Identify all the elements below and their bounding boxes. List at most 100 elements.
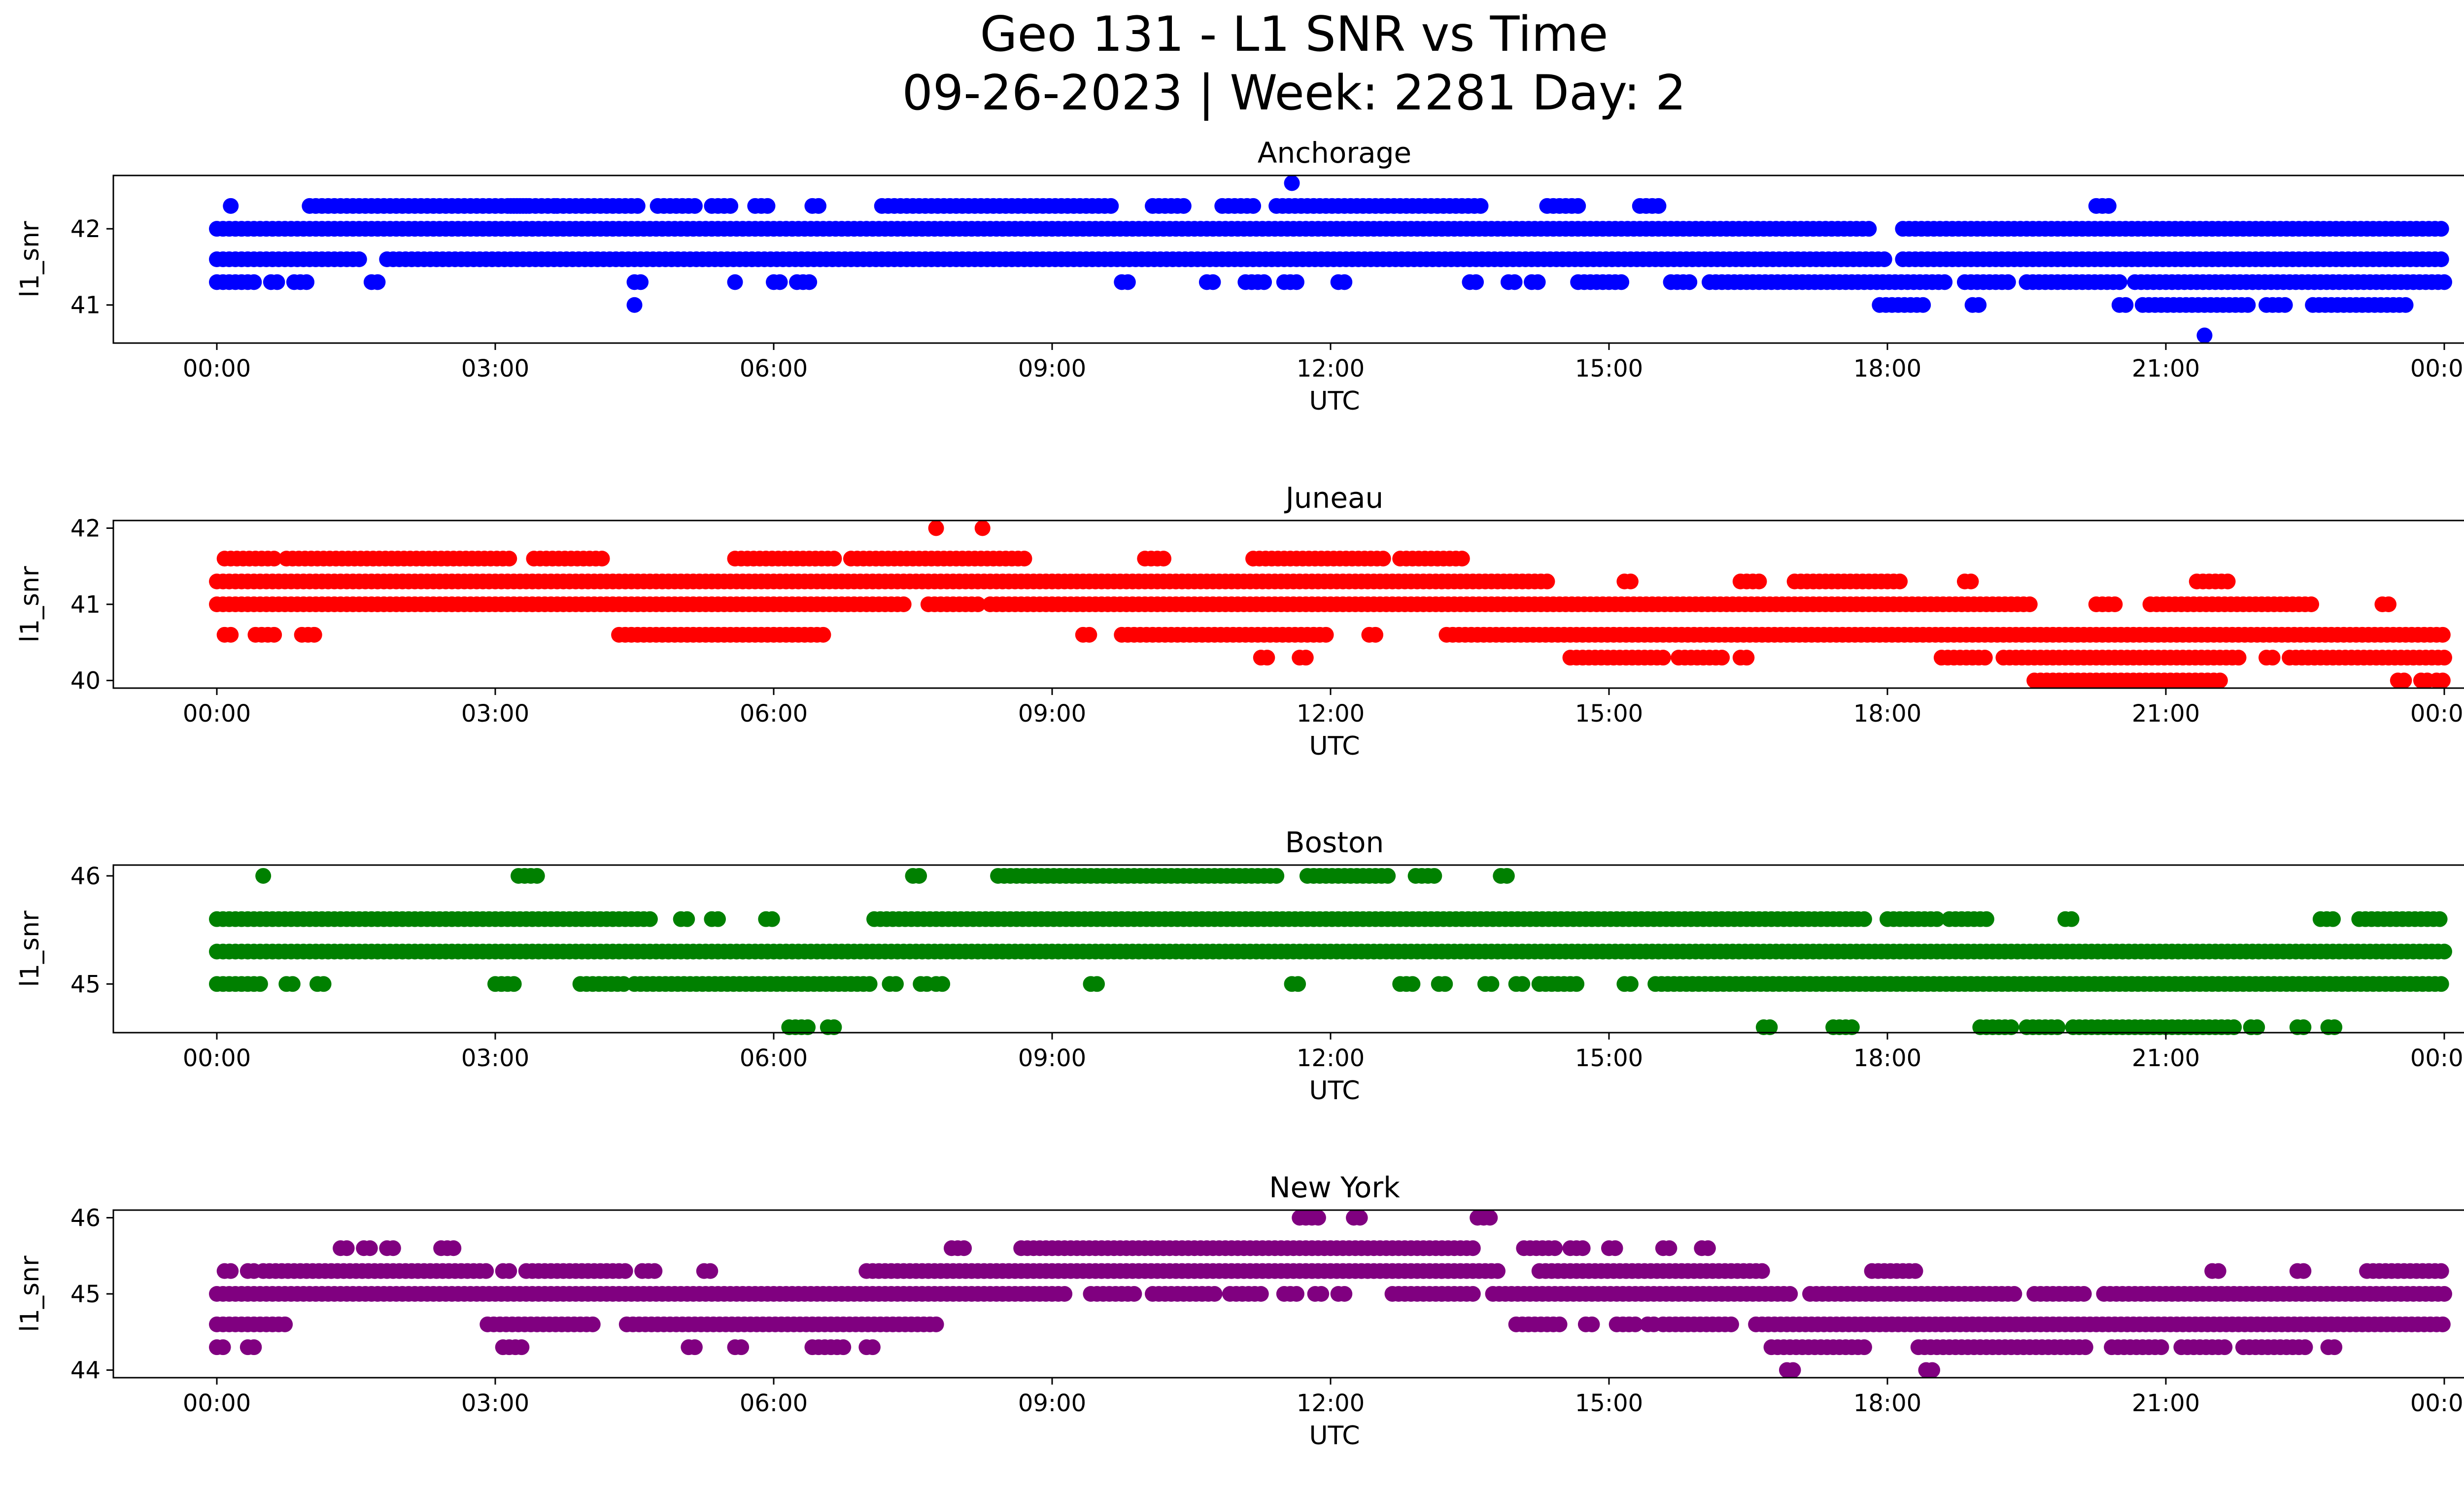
- x-tick-label: 06:00: [740, 1044, 808, 1072]
- data-point: [1570, 198, 1586, 214]
- data-point: [2434, 672, 2451, 689]
- x-tick-label: 00:00: [2410, 1044, 2464, 1072]
- data-point: [1739, 650, 1755, 666]
- x-tick-label: 09:00: [1018, 700, 1086, 728]
- data-point: [1298, 650, 1314, 666]
- data-point: [1876, 251, 1892, 267]
- data-point: [1437, 976, 1453, 992]
- data-point: [2381, 596, 2396, 612]
- x-tick-label: 00:00: [183, 700, 251, 728]
- data-point: [2297, 1339, 2313, 1356]
- data-point: [2249, 1019, 2265, 1036]
- data-point: [772, 274, 788, 290]
- data-point: [1120, 274, 1136, 290]
- data-point: [1156, 551, 1171, 567]
- data-point: [686, 198, 703, 214]
- data-point: [1782, 1286, 1798, 1302]
- subplot-3: New York 00:00 03:00 06:00 09:00 12:00 15:00 18…: [15, 1171, 2464, 1451]
- subplot-0: Anchorage 00:00 03:00 06:00 09:00 12:00 15:00 1…: [15, 136, 2464, 416]
- y-axis-label: l1_snr: [15, 566, 45, 643]
- data-point: [1547, 1240, 1563, 1256]
- data-point: [647, 1263, 663, 1279]
- data-point: [2295, 1263, 2312, 1279]
- x-tick-label: 18:00: [1853, 700, 1921, 728]
- data-point: [815, 626, 831, 643]
- data-point: [811, 198, 827, 214]
- data-point: [1336, 1286, 1353, 1302]
- data-point: [1627, 1316, 1643, 1332]
- x-tick-label: 15:00: [1575, 1044, 1643, 1072]
- data-point: [1490, 1263, 1506, 1279]
- data-point: [1284, 175, 1300, 191]
- data-point: [513, 1339, 530, 1356]
- data-point: [864, 1339, 881, 1356]
- data-point: [2153, 1339, 2169, 1356]
- data-point: [1465, 1240, 1481, 1256]
- x-tick-label: 03:00: [461, 1044, 529, 1072]
- data-point: [2327, 1339, 2343, 1356]
- data-point: [1661, 1240, 1677, 1256]
- data-point: [1915, 297, 1931, 313]
- data-point: [934, 976, 951, 992]
- data-point: [1288, 274, 1304, 290]
- data-points: [209, 868, 2452, 1036]
- data-point: [1892, 573, 1908, 590]
- data-point: [800, 1019, 816, 1036]
- subplot-title: Juneau: [1284, 481, 1384, 515]
- data-point: [2076, 1286, 2092, 1302]
- data-point: [2327, 1019, 2343, 1036]
- x-tick-label: 15:00: [1575, 1390, 1643, 1417]
- data-point: [1700, 1240, 1716, 1256]
- data-point: [306, 626, 322, 643]
- x-axis-label: UTC: [1309, 1421, 1360, 1451]
- data-point: [1861, 221, 1877, 237]
- data-point: [478, 1263, 494, 1279]
- data-point: [594, 551, 610, 567]
- data-point: [2003, 1019, 2019, 1036]
- data-points: [209, 520, 2452, 689]
- data-point: [1483, 976, 1500, 992]
- y-tick-label: 42: [70, 515, 101, 542]
- data-point: [974, 520, 991, 536]
- data-point: [2431, 911, 2448, 927]
- data-point: [1175, 198, 1192, 214]
- data-point: [1253, 1286, 1269, 1302]
- data-point: [2006, 1286, 2022, 1302]
- data-point: [764, 911, 780, 927]
- data-point: [223, 1263, 239, 1279]
- data-point: [246, 1339, 262, 1356]
- data-point: [1089, 976, 1105, 992]
- data-point: [315, 976, 332, 992]
- figure-title-line2: 09-26-2023 | Week: 2281 Day: 2: [902, 65, 1686, 121]
- x-tick-label: 09:00: [1018, 1390, 1086, 1417]
- data-point: [826, 1019, 842, 1036]
- x-tick-label: 00:00: [183, 355, 251, 382]
- data-point: [727, 274, 743, 290]
- data-point: [299, 274, 315, 290]
- data-point: [679, 911, 695, 927]
- data-point: [2434, 1316, 2451, 1332]
- y-tick-label: 45: [70, 971, 101, 998]
- data-point: [2264, 650, 2281, 666]
- x-tick-label: 06:00: [740, 700, 808, 728]
- data-point: [255, 868, 272, 884]
- data-point: [861, 976, 878, 992]
- data-point: [2077, 1339, 2093, 1356]
- data-point: [928, 520, 944, 536]
- data-point: [2063, 911, 2080, 927]
- data-point: [1206, 1286, 1223, 1302]
- data-point: [351, 251, 367, 267]
- y-axis-label: l1_snr: [15, 910, 45, 987]
- data-point: [1844, 1019, 1860, 1036]
- data-point: [1380, 868, 1396, 884]
- x-tick-label: 00:00: [2410, 355, 2464, 382]
- data-point: [2118, 297, 2134, 313]
- data-point: [1482, 1210, 1498, 1226]
- data-point: [733, 1339, 750, 1356]
- data-point: [888, 976, 904, 992]
- data-point: [370, 274, 386, 290]
- data-point: [2277, 297, 2293, 313]
- x-tick-label: 09:00: [1018, 355, 1086, 382]
- data-point: [1929, 911, 1945, 927]
- data-point: [1336, 274, 1353, 290]
